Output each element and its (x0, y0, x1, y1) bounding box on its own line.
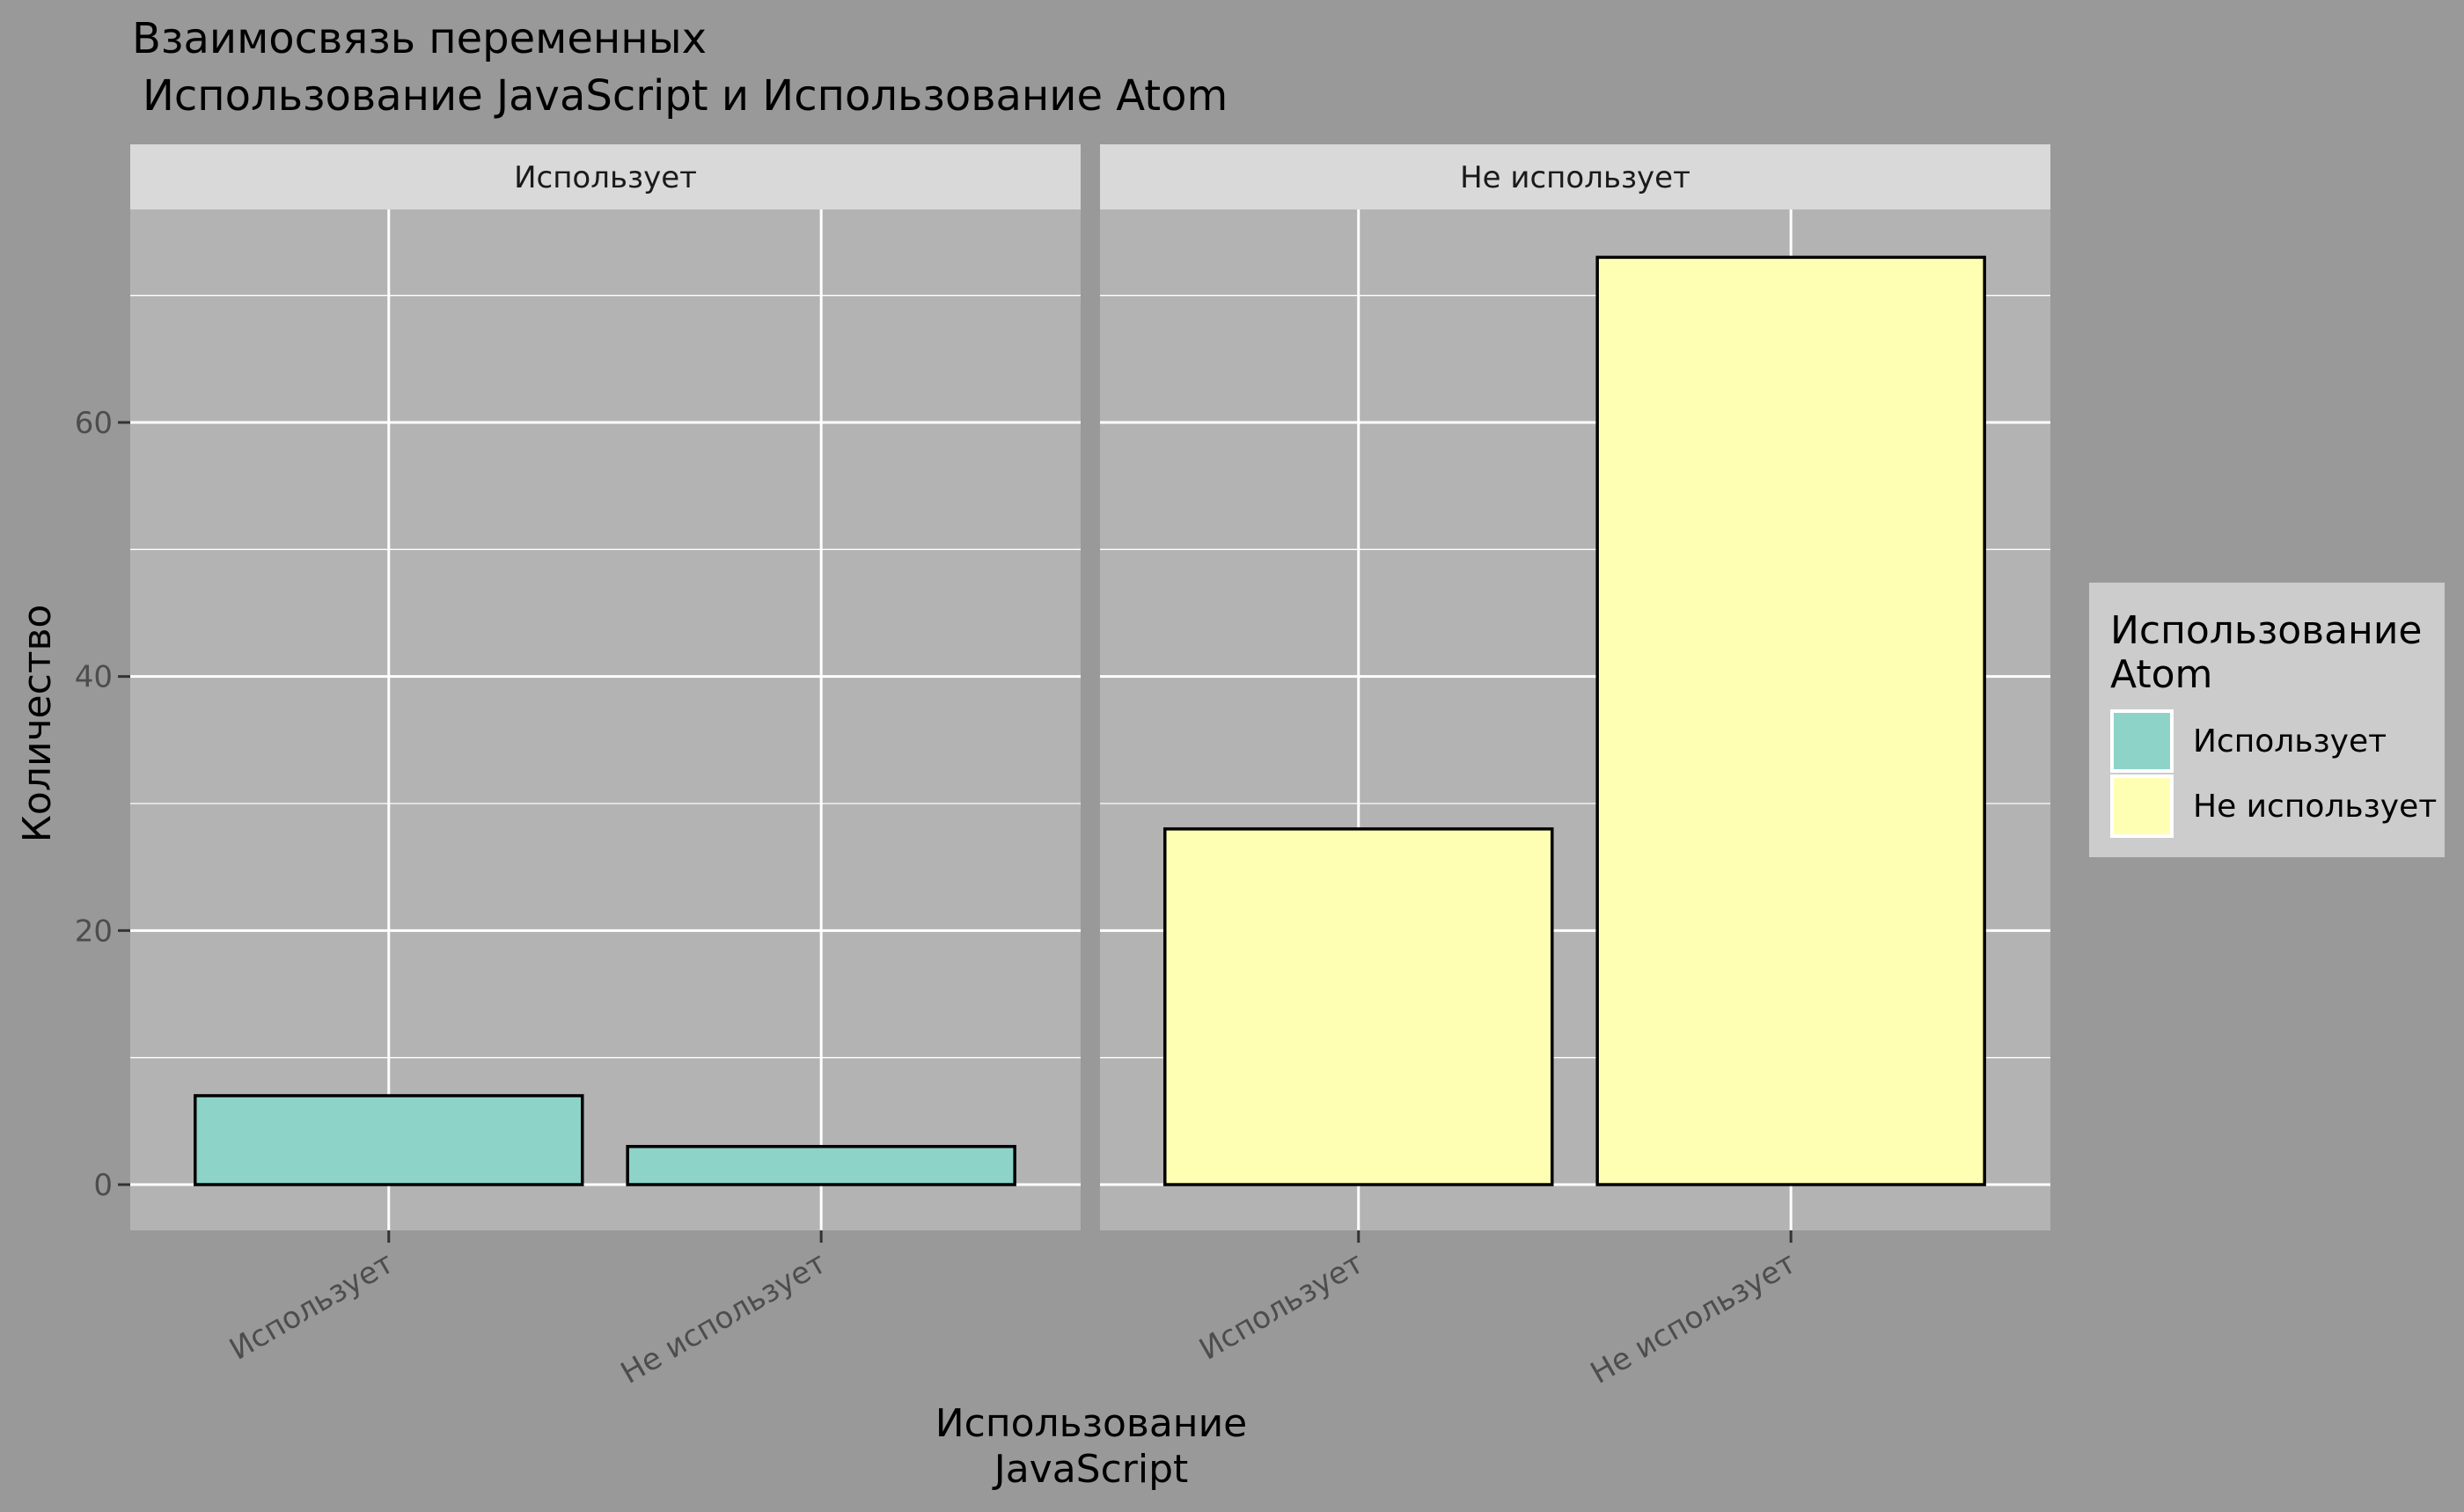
panel-background (130, 209, 1081, 1230)
legend-label: Использует (2193, 723, 2387, 760)
legend-swatch (2114, 713, 2170, 769)
legend-swatch (2114, 778, 2170, 834)
bar (1595, 255, 1986, 1186)
facet-strip-label: Использует (514, 160, 697, 195)
y-tick-label: 0 (93, 1168, 113, 1203)
bar (626, 1144, 1016, 1186)
chart-subtitle: Использование JavaScript и Использование… (143, 71, 1228, 121)
legend: Использование Atom Использует Не использу… (2089, 583, 2445, 857)
y-axis-ticks: 0 20 40 60 (75, 406, 130, 1203)
x-axis-title-line-2: JavaScript (992, 1447, 1189, 1492)
facet-strip-label: Не использует (1460, 160, 1690, 195)
y-tick-label: 40 (75, 660, 113, 695)
legend-item: Использует (2110, 709, 2387, 773)
bar (1163, 827, 1554, 1186)
y-tick-label: 60 (75, 406, 113, 441)
legend-item: Не использует (2110, 774, 2437, 838)
x-axis-title-line-1: Использование (935, 1401, 1248, 1446)
legend-title-line-2: Atom (2110, 652, 2212, 697)
legend-label: Не использует (2193, 789, 2437, 825)
chart-title: Взаимосвязь переменных (132, 14, 707, 63)
facet-strip (1100, 144, 2050, 209)
bar (194, 1094, 584, 1186)
legend-items: Использует Не использует (2110, 709, 2437, 838)
y-axis-title: Количество (15, 605, 60, 843)
legend-title-line-1: Использование (2110, 608, 2423, 653)
y-tick-label: 20 (75, 914, 113, 949)
facet-strip (130, 144, 1081, 209)
